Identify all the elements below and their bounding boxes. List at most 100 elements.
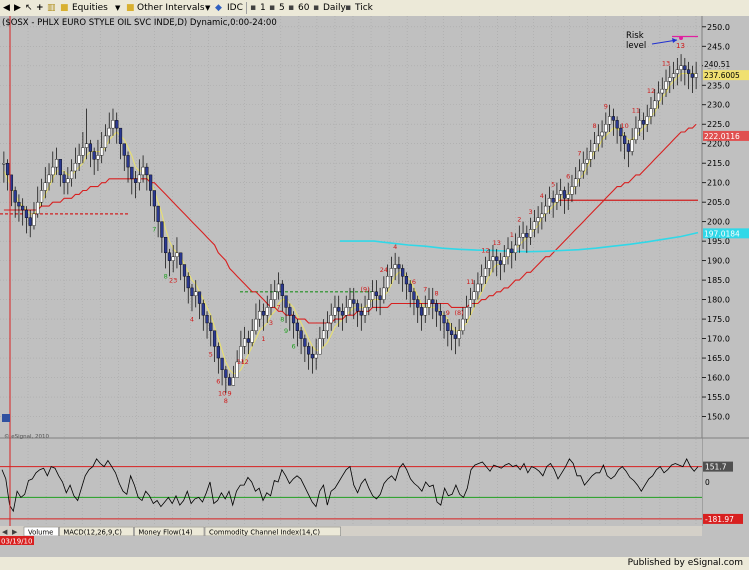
candle-body xyxy=(28,217,32,226)
long_ma_label-badge xyxy=(703,130,749,141)
price-axis-panel xyxy=(702,16,749,557)
candle-body xyxy=(122,143,126,156)
candle-body xyxy=(13,190,17,203)
candle-body xyxy=(438,311,442,316)
candle-body xyxy=(32,213,36,226)
candle-body xyxy=(461,318,465,331)
candle-body xyxy=(434,303,439,312)
setup-count-label: 4 xyxy=(190,315,194,323)
bar-chart-icon[interactable]: ▥ xyxy=(47,3,56,13)
back-arrow-icon[interactable]: ◀ xyxy=(3,3,10,13)
candle-body xyxy=(525,233,529,238)
interval-1-button[interactable]: 1 xyxy=(260,3,266,13)
candle-body xyxy=(107,127,111,137)
price-tick-label: 160.0 xyxy=(707,374,730,383)
candle-body xyxy=(453,334,457,339)
setup-count-label: 12 xyxy=(647,87,655,95)
forward-arrow-icon[interactable]: ▶ xyxy=(14,3,21,13)
bookmark-icon[interactable] xyxy=(2,414,10,422)
last_label-badge xyxy=(703,58,749,69)
candle-body xyxy=(577,170,582,179)
setup-count-label: 8 xyxy=(434,290,438,298)
candle-body xyxy=(547,198,552,207)
candle-body xyxy=(141,166,145,176)
candle-body xyxy=(224,369,228,378)
price-tick-label: 205.0 xyxy=(707,198,730,207)
candle-body xyxy=(81,147,85,156)
candle-body xyxy=(111,120,115,129)
interval-icon: ▪ xyxy=(345,3,352,13)
candle-body xyxy=(92,151,96,160)
interval-icon: ▪ xyxy=(288,3,295,13)
candle-body xyxy=(194,291,198,296)
candle-body xyxy=(562,190,567,199)
candle-body xyxy=(276,283,281,293)
setup-count-label: 8 xyxy=(592,122,596,130)
chevron-down-icon[interactable]: ▼ xyxy=(205,4,211,12)
candle-body xyxy=(280,283,284,296)
setup-count-label: 5 xyxy=(209,350,213,358)
candle-body xyxy=(555,194,559,203)
setup-count-label: 12 xyxy=(241,358,249,366)
indicator-tab-label[interactable]: Commodity Channel Index(14,C) xyxy=(209,529,320,537)
tab-prev-icon[interactable]: ◀ xyxy=(2,528,8,536)
setup-count-label: 1 xyxy=(261,335,265,343)
candle-body xyxy=(322,330,326,339)
candle-body xyxy=(145,166,149,176)
price-tick-label: 175.0 xyxy=(707,315,730,324)
candle-body xyxy=(536,217,540,222)
candle-body xyxy=(148,174,153,191)
indicator-tab-label[interactable]: Volume xyxy=(28,529,53,537)
setup-count-label: 8 xyxy=(164,272,168,280)
setup-count-label: 9 xyxy=(284,327,288,335)
candle-body xyxy=(457,330,461,339)
tab-next-icon[interactable]: ▶ xyxy=(12,528,18,536)
setup-count-label: 10 xyxy=(218,389,226,397)
short_ma_label-badge xyxy=(703,70,749,81)
long_ma_label: 222.0116 xyxy=(704,132,740,141)
indicator-tab-label[interactable]: MACD(12,26,9,C) xyxy=(63,529,122,537)
candle-body xyxy=(679,65,683,70)
setup-count-label: 2 xyxy=(517,216,521,224)
candle-body xyxy=(103,135,108,148)
price-tick-label: 170.0 xyxy=(707,335,730,344)
candle-body xyxy=(288,307,292,316)
setup-count-label: 13 xyxy=(493,239,501,247)
setup-count-label: 11 xyxy=(632,106,640,114)
candle-body xyxy=(6,162,10,176)
candle-body xyxy=(386,276,390,289)
candle-body xyxy=(21,205,25,211)
candle-body xyxy=(544,205,548,215)
price-tick-label: 215.0 xyxy=(707,159,730,168)
price-tick-label: 225.0 xyxy=(707,120,730,129)
interval-5-button[interactable]: 5 xyxy=(279,3,285,13)
chevron-down-icon[interactable]: ▼ xyxy=(115,4,121,12)
risk-label-line2: level xyxy=(626,41,646,51)
candle-body xyxy=(307,346,311,355)
candle-body xyxy=(216,346,220,359)
candle-body xyxy=(600,131,604,137)
cursor-icon[interactable]: ↖ xyxy=(25,3,33,13)
candle-body xyxy=(574,178,578,187)
candle-body xyxy=(24,209,29,218)
candle-body xyxy=(570,186,574,195)
idc-button[interactable]: IDC xyxy=(227,3,243,13)
interval-tick-button[interactable]: Tick xyxy=(355,3,373,13)
candle-body xyxy=(130,166,134,179)
equities-menu[interactable]: Equities xyxy=(72,3,108,13)
setup-count-label: 3 xyxy=(529,208,533,216)
cci-lower-badge xyxy=(703,513,743,524)
candle-body xyxy=(623,135,627,144)
indicator-tab-label[interactable]: Money Flow(14) xyxy=(138,529,193,537)
price-tick-label: 180.0 xyxy=(707,296,730,305)
risk-marker xyxy=(679,36,683,40)
interval-icon: ▪ xyxy=(313,3,320,13)
other-intervals-menu[interactable]: Other Intervals xyxy=(137,3,205,13)
interval-60-button[interactable]: 60 xyxy=(298,3,310,13)
chart-title: ($OSX - PHLX EURO STYLE OIL SVC INDE,D) … xyxy=(2,18,277,28)
candle-body xyxy=(197,291,202,304)
setup-count-label: 9 xyxy=(228,389,232,397)
candle-body xyxy=(88,143,93,152)
interval-daily-button[interactable]: Daily xyxy=(323,3,346,13)
crosshair-icon[interactable]: + xyxy=(36,3,44,13)
